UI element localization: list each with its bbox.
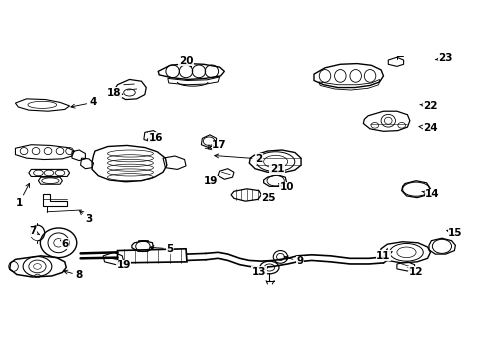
Text: 21: 21 — [269, 165, 284, 174]
Text: 19: 19 — [116, 260, 131, 270]
Text: 9: 9 — [284, 256, 303, 266]
Text: 3: 3 — [80, 211, 92, 224]
Text: 20: 20 — [179, 56, 193, 67]
Text: 2: 2 — [214, 154, 262, 164]
Text: 22: 22 — [419, 101, 437, 111]
Text: 11: 11 — [375, 251, 391, 261]
Text: 8: 8 — [63, 270, 82, 280]
Text: 5: 5 — [150, 244, 174, 254]
Text: 7: 7 — [29, 226, 40, 236]
Text: 10: 10 — [278, 182, 293, 192]
Text: 18: 18 — [107, 87, 122, 98]
Text: 24: 24 — [418, 123, 437, 133]
Text: 1: 1 — [16, 183, 29, 208]
Text: 25: 25 — [261, 193, 275, 203]
Text: 13: 13 — [251, 267, 267, 277]
Text: 23: 23 — [434, 53, 452, 63]
Text: 16: 16 — [147, 133, 163, 143]
Text: 4: 4 — [71, 98, 97, 108]
Text: 6: 6 — [61, 239, 68, 248]
Text: 17: 17 — [208, 140, 226, 150]
Text: 14: 14 — [421, 189, 439, 199]
Text: 12: 12 — [407, 267, 423, 277]
Text: 19: 19 — [203, 176, 218, 186]
Text: 15: 15 — [446, 228, 462, 238]
